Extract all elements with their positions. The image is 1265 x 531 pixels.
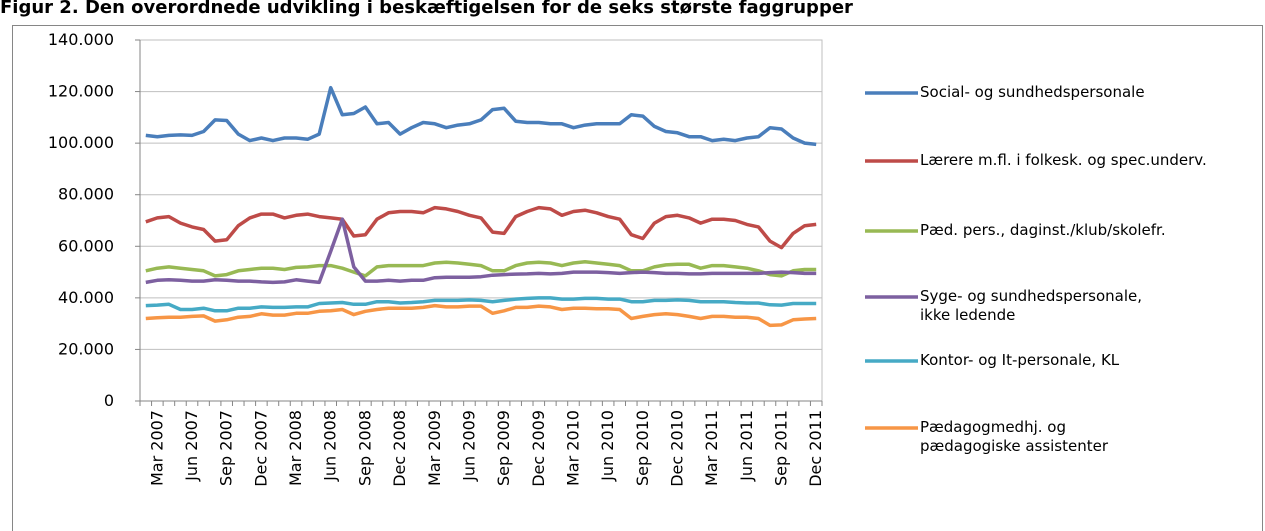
x-tick-label: Dec 2011: [806, 410, 825, 487]
x-tick-label: Sep 2010: [633, 410, 652, 486]
series-line: [145, 260, 817, 278]
x-tick-label: Jun 2009: [459, 410, 478, 482]
x-tick-label: Mar 2010: [563, 410, 582, 486]
legend-label: Kontor- og It-personale, KL: [920, 351, 1120, 369]
legend-label: Pædagogmedhj. og pædagogiske assistenter: [920, 418, 1109, 455]
y-tick-label: 60.000: [58, 236, 114, 255]
series-line: [145, 303, 817, 328]
legend-label: Social- og sundhedspersonale: [920, 83, 1145, 101]
x-tick-label: Dec 2010: [668, 410, 687, 487]
y-tick-label: 120.000: [48, 82, 114, 101]
series-line: [145, 296, 817, 313]
legend-label: Syge- og sundhedspersonale, ikke ledende: [920, 287, 1142, 324]
y-tick-label: 0: [104, 391, 114, 410]
x-tick-label: Sep 2007: [217, 410, 236, 486]
legend-label: Lærere m.fl. i folkesk. og spec.underv.: [920, 151, 1207, 169]
x-tick-label: Jun 2007: [182, 410, 201, 482]
x-tick-label: Mar 2008: [286, 410, 305, 486]
x-tick-label: Sep 2008: [355, 410, 374, 486]
x-tick-label: Sep 2009: [494, 410, 513, 486]
x-tick-label: Jun 2010: [598, 410, 617, 482]
chart-title: Figur 2. Den overordnede udvikling i bes…: [0, 0, 853, 18]
x-tick-label: Dec 2009: [529, 410, 548, 487]
x-tick-label: Dec 2008: [390, 410, 409, 487]
y-tick-label: 100.000: [48, 133, 114, 152]
series-line: [145, 205, 817, 250]
y-tick-label: 20.000: [58, 339, 114, 358]
y-tick-label: 140.000: [48, 30, 114, 49]
x-tick-label: Mar 2009: [425, 410, 444, 486]
legend-label: Pæd. pers., daginst./klub/skolefr.: [920, 221, 1166, 239]
series-line: [145, 217, 817, 285]
series-line: [145, 85, 817, 147]
y-tick-label: 80.000: [58, 185, 114, 204]
chart-frame: [12, 25, 1263, 531]
y-tick-label: 40.000: [58, 288, 114, 307]
x-tick-label: Dec 2007: [251, 410, 270, 487]
x-tick-label: Mar 2011: [702, 410, 721, 486]
x-tick-label: Sep 2011: [772, 410, 791, 486]
x-tick-label: Jun 2011: [737, 410, 756, 482]
x-tick-label: Jun 2008: [321, 410, 340, 482]
x-tick-label: Mar 2007: [147, 410, 166, 486]
